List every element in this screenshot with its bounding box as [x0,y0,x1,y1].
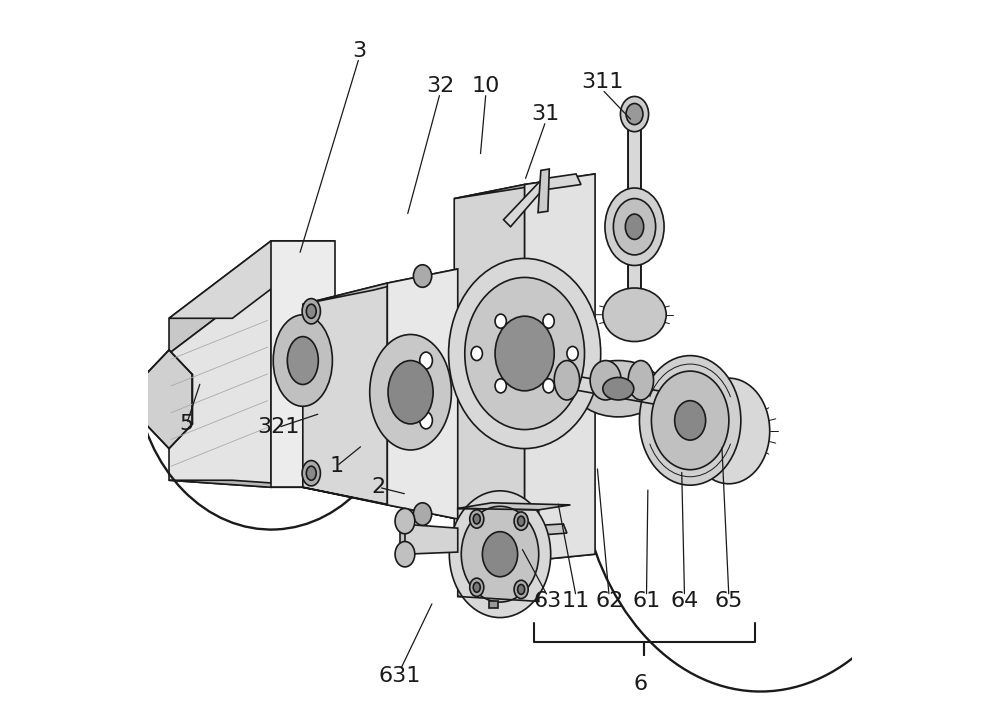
Ellipse shape [590,361,621,400]
Text: 5: 5 [179,414,194,434]
Ellipse shape [554,361,580,400]
Text: 2: 2 [372,477,386,497]
Text: 32: 32 [426,76,454,96]
Ellipse shape [613,199,656,255]
Ellipse shape [518,516,525,526]
Polygon shape [169,241,335,318]
Text: 10: 10 [472,76,500,96]
Ellipse shape [518,585,525,595]
Ellipse shape [495,316,554,391]
Ellipse shape [675,401,706,440]
Ellipse shape [388,361,433,424]
Ellipse shape [482,532,518,577]
Text: 65: 65 [715,591,743,612]
Ellipse shape [420,384,432,401]
Ellipse shape [625,214,644,240]
Polygon shape [458,508,539,602]
Ellipse shape [514,580,528,599]
Polygon shape [400,524,458,554]
Polygon shape [489,602,498,609]
Ellipse shape [605,188,664,265]
Polygon shape [525,174,595,561]
Ellipse shape [302,460,320,486]
Polygon shape [538,169,549,213]
Text: 63: 63 [534,591,562,612]
Text: 64: 64 [670,591,699,612]
Ellipse shape [620,96,649,132]
Ellipse shape [471,346,482,361]
Polygon shape [303,269,458,304]
Ellipse shape [639,356,741,485]
Ellipse shape [626,103,643,124]
Ellipse shape [495,379,506,393]
Text: 11: 11 [562,591,590,612]
Ellipse shape [420,352,432,369]
Polygon shape [454,174,595,199]
Ellipse shape [473,514,480,524]
Ellipse shape [449,491,551,618]
Ellipse shape [420,412,432,429]
Ellipse shape [395,542,415,567]
Ellipse shape [567,346,578,361]
Polygon shape [169,480,335,487]
Ellipse shape [543,379,554,393]
Ellipse shape [461,506,539,602]
Polygon shape [458,503,570,510]
Text: 631: 631 [379,666,421,686]
Polygon shape [169,241,271,354]
Ellipse shape [306,304,316,318]
Ellipse shape [470,510,484,528]
Ellipse shape [688,378,770,484]
Polygon shape [504,174,581,227]
Polygon shape [387,269,458,519]
Ellipse shape [273,315,332,407]
Text: 61: 61 [632,591,661,612]
Polygon shape [628,114,641,318]
Ellipse shape [495,314,506,328]
Polygon shape [454,185,525,561]
Polygon shape [303,283,387,505]
Polygon shape [271,241,335,487]
Text: 6: 6 [634,674,648,694]
Ellipse shape [506,376,562,430]
Ellipse shape [413,264,432,287]
Polygon shape [400,524,405,554]
Ellipse shape [306,466,316,480]
Polygon shape [169,276,271,487]
Ellipse shape [575,361,662,417]
Ellipse shape [473,583,480,592]
Ellipse shape [395,508,415,534]
Ellipse shape [651,371,729,469]
Polygon shape [454,537,595,561]
Polygon shape [506,514,567,535]
Ellipse shape [603,288,666,341]
Ellipse shape [465,277,585,430]
Ellipse shape [287,337,318,385]
Ellipse shape [449,259,601,448]
Ellipse shape [514,512,528,530]
Text: 1: 1 [330,456,344,477]
Polygon shape [521,366,725,417]
Polygon shape [146,350,192,448]
Ellipse shape [470,578,484,597]
Text: 321: 321 [257,417,299,438]
Text: 311: 311 [581,72,623,93]
Text: 62: 62 [595,591,623,612]
Text: 31: 31 [532,104,560,124]
Ellipse shape [370,334,451,450]
Ellipse shape [543,314,554,328]
Ellipse shape [413,503,432,525]
Ellipse shape [302,298,320,324]
Text: 3: 3 [352,41,366,61]
Polygon shape [303,487,458,519]
Ellipse shape [603,378,634,400]
Ellipse shape [628,361,654,400]
